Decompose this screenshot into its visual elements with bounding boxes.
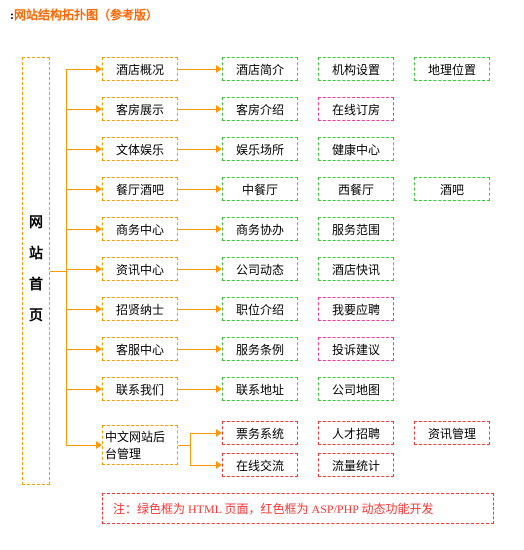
leaf-node: 公司动态 xyxy=(222,257,298,281)
admin-leaf: 资讯管理 xyxy=(414,421,490,445)
leaf-node: 服务范围 xyxy=(318,217,394,241)
connector xyxy=(178,229,216,230)
root-char: 站 xyxy=(29,240,43,271)
root-char: 页 xyxy=(29,302,43,333)
leaf-node: 公司地图 xyxy=(318,377,394,401)
level1-node: 餐厅酒吧 xyxy=(102,177,178,201)
connector xyxy=(66,389,96,390)
connector xyxy=(66,149,96,150)
root-node: 网站首页 xyxy=(22,57,50,485)
level1-node: 招贤纳士 xyxy=(102,297,178,321)
leaf-node: 联系地址 xyxy=(222,377,298,401)
leaf-node: 西餐厅 xyxy=(318,177,394,201)
connector xyxy=(178,69,216,70)
level1-node: 资讯中心 xyxy=(102,257,178,281)
connector xyxy=(178,269,216,270)
page-title: :网站结构拓扑图（参考版） xyxy=(6,6,518,23)
connector xyxy=(66,109,96,110)
connector xyxy=(190,465,216,466)
connector xyxy=(178,445,190,446)
leaf-node: 服务条例 xyxy=(222,337,298,361)
connector xyxy=(178,309,216,310)
leaf-node: 健康中心 xyxy=(318,137,394,161)
leaf-node: 地理位置 xyxy=(414,57,490,81)
legend-note: 注：绿色框为 HTML 页面，红色框为 ASP/PHP 动态功能开发 xyxy=(102,493,494,524)
leaf-node: 商务协办 xyxy=(222,217,298,241)
leaf-node: 职位介绍 xyxy=(222,297,298,321)
connector xyxy=(178,109,216,110)
leaf-node: 酒店快讯 xyxy=(318,257,394,281)
connector xyxy=(66,189,96,190)
connector xyxy=(178,349,216,350)
connector xyxy=(66,69,96,70)
connector xyxy=(66,309,96,310)
level1-node-admin: 中文网站后台管理 xyxy=(102,425,178,465)
leaf-node: 客房介绍 xyxy=(222,97,298,121)
admin-leaf: 流量统计 xyxy=(318,453,394,477)
admin-leaf: 人才招聘 xyxy=(318,421,394,445)
admin-leaf: 在线交流 xyxy=(222,453,298,477)
connector xyxy=(66,269,96,270)
connector xyxy=(66,349,96,350)
connector xyxy=(190,433,216,434)
leaf-node: 我要应聘 xyxy=(318,297,394,321)
level1-node: 联系我们 xyxy=(102,377,178,401)
leaf-node: 酒店简介 xyxy=(222,57,298,81)
root-char: 网 xyxy=(29,209,43,240)
leaf-node: 机构设置 xyxy=(318,57,394,81)
topology-diagram: 网站首页 酒店概况客房展示文体娱乐餐厅酒吧商务中心资讯中心招贤纳士客服中心联系我… xyxy=(6,33,518,543)
admin-leaf: 票务系统 xyxy=(222,421,298,445)
leaf-node: 在线订房 xyxy=(318,97,394,121)
level1-node: 客房展示 xyxy=(102,97,178,121)
title-main: 网站结构拓扑图（参考版） xyxy=(14,8,158,22)
root-char: 首 xyxy=(29,271,43,302)
level1-node: 商务中心 xyxy=(102,217,178,241)
leaf-node: 娱乐场所 xyxy=(222,137,298,161)
level1-node: 客服中心 xyxy=(102,337,178,361)
connector xyxy=(50,271,66,272)
leaf-node: 中餐厅 xyxy=(222,177,298,201)
level1-node: 酒店概况 xyxy=(102,57,178,81)
connector xyxy=(190,433,191,465)
connector xyxy=(66,445,96,446)
leaf-node: 酒吧 xyxy=(414,177,490,201)
connector xyxy=(66,229,96,230)
connector xyxy=(178,189,216,190)
leaf-node: 投诉建议 xyxy=(318,337,394,361)
level1-node: 文体娱乐 xyxy=(102,137,178,161)
connector xyxy=(178,149,216,150)
connector xyxy=(178,389,216,390)
